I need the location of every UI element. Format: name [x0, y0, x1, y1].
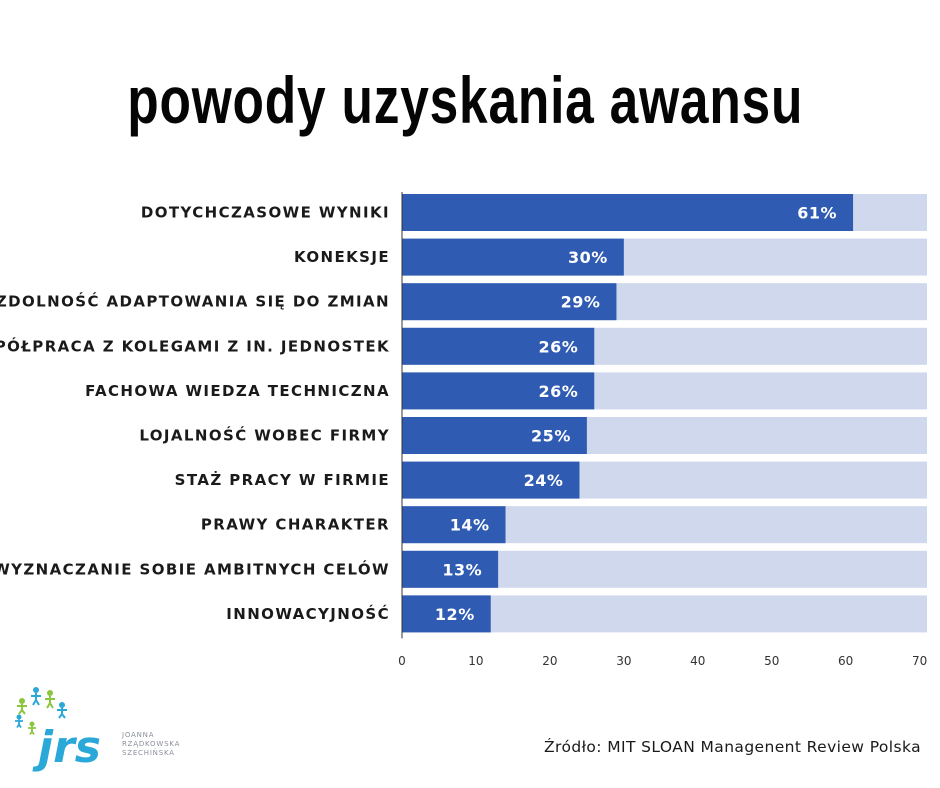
logo-subtitle-line: JOANNA	[122, 731, 155, 739]
chart-title: powody uzyskania awansu	[127, 63, 804, 137]
bar	[402, 372, 595, 410]
logo-figures-icon	[15, 687, 67, 735]
bar	[402, 461, 580, 499]
bar	[402, 550, 499, 588]
x-tick-label: 0	[398, 654, 406, 668]
x-tick-label: 50	[764, 654, 779, 668]
category-label: PRAWY CHARAKTER	[201, 516, 390, 534]
value-label: 61%	[797, 204, 837, 223]
value-label: 26%	[538, 337, 578, 356]
bar	[402, 595, 491, 633]
category-label: WYZNACZANIE SOBIE AMBITNYCH CELÓW	[0, 559, 390, 578]
x-tick-label: 40	[690, 654, 705, 668]
category-label: WSPÓŁPRACA Z KOLEGAMI Z IN. JEDNOSTEK	[0, 336, 390, 355]
category-label: LOJALNOŚĆ WOBEC FIRMY	[139, 426, 390, 445]
bar-chart: DOTYCHCZASOWE WYNIKI 61% KONEKSJE 30% ZDOLNO…	[0, 192, 927, 668]
category-label: INNOWACYJNOŚĆ	[226, 604, 390, 623]
value-label: 29%	[561, 293, 601, 312]
x-tick-label: 10	[468, 654, 483, 668]
category-label: KONEKSJE	[294, 248, 390, 266]
value-label: 24%	[524, 471, 564, 490]
logo-subtitle: JOANNA RZĄDKOWSKA SZECHIŃSKA	[122, 731, 180, 758]
value-label: 30%	[568, 248, 608, 267]
x-tick-label: 20	[542, 654, 557, 668]
x-tick-label: 30	[616, 654, 631, 668]
category-label: STAŻ PRACY W FIRMIE	[175, 470, 390, 489]
bar	[402, 327, 595, 365]
source-note: Źródło: MIT SLOAN Managenent Review Pols…	[544, 738, 921, 756]
x-tick-label: 60	[838, 654, 853, 668]
bar	[402, 238, 624, 276]
x-tick-label: 70	[912, 654, 927, 668]
bar	[402, 194, 854, 231]
value-label: 14%	[450, 516, 490, 535]
logo-letters: jrs	[32, 722, 101, 773]
bar	[402, 506, 506, 544]
value-label: 12%	[435, 605, 475, 624]
logo-subtitle-line: SZECHIŃSKA	[122, 749, 175, 757]
jrs-logo: jrs	[15, 687, 101, 773]
value-label: 26%	[538, 382, 578, 401]
logo-subtitle-line: RZĄDKOWSKA	[122, 740, 181, 748]
bar	[402, 417, 587, 454]
value-label: 13%	[442, 560, 482, 579]
category-label: DOTYCHCZASOWE WYNIKI	[141, 204, 390, 222]
bar	[402, 283, 617, 321]
value-label: 25%	[531, 427, 571, 446]
category-label: ZDOLNOŚĆ ADAPTOWANIA SIĘ DO ZMIAN	[0, 292, 390, 311]
category-label: FACHOWA WIEDZA TECHNICZNA	[85, 382, 390, 400]
